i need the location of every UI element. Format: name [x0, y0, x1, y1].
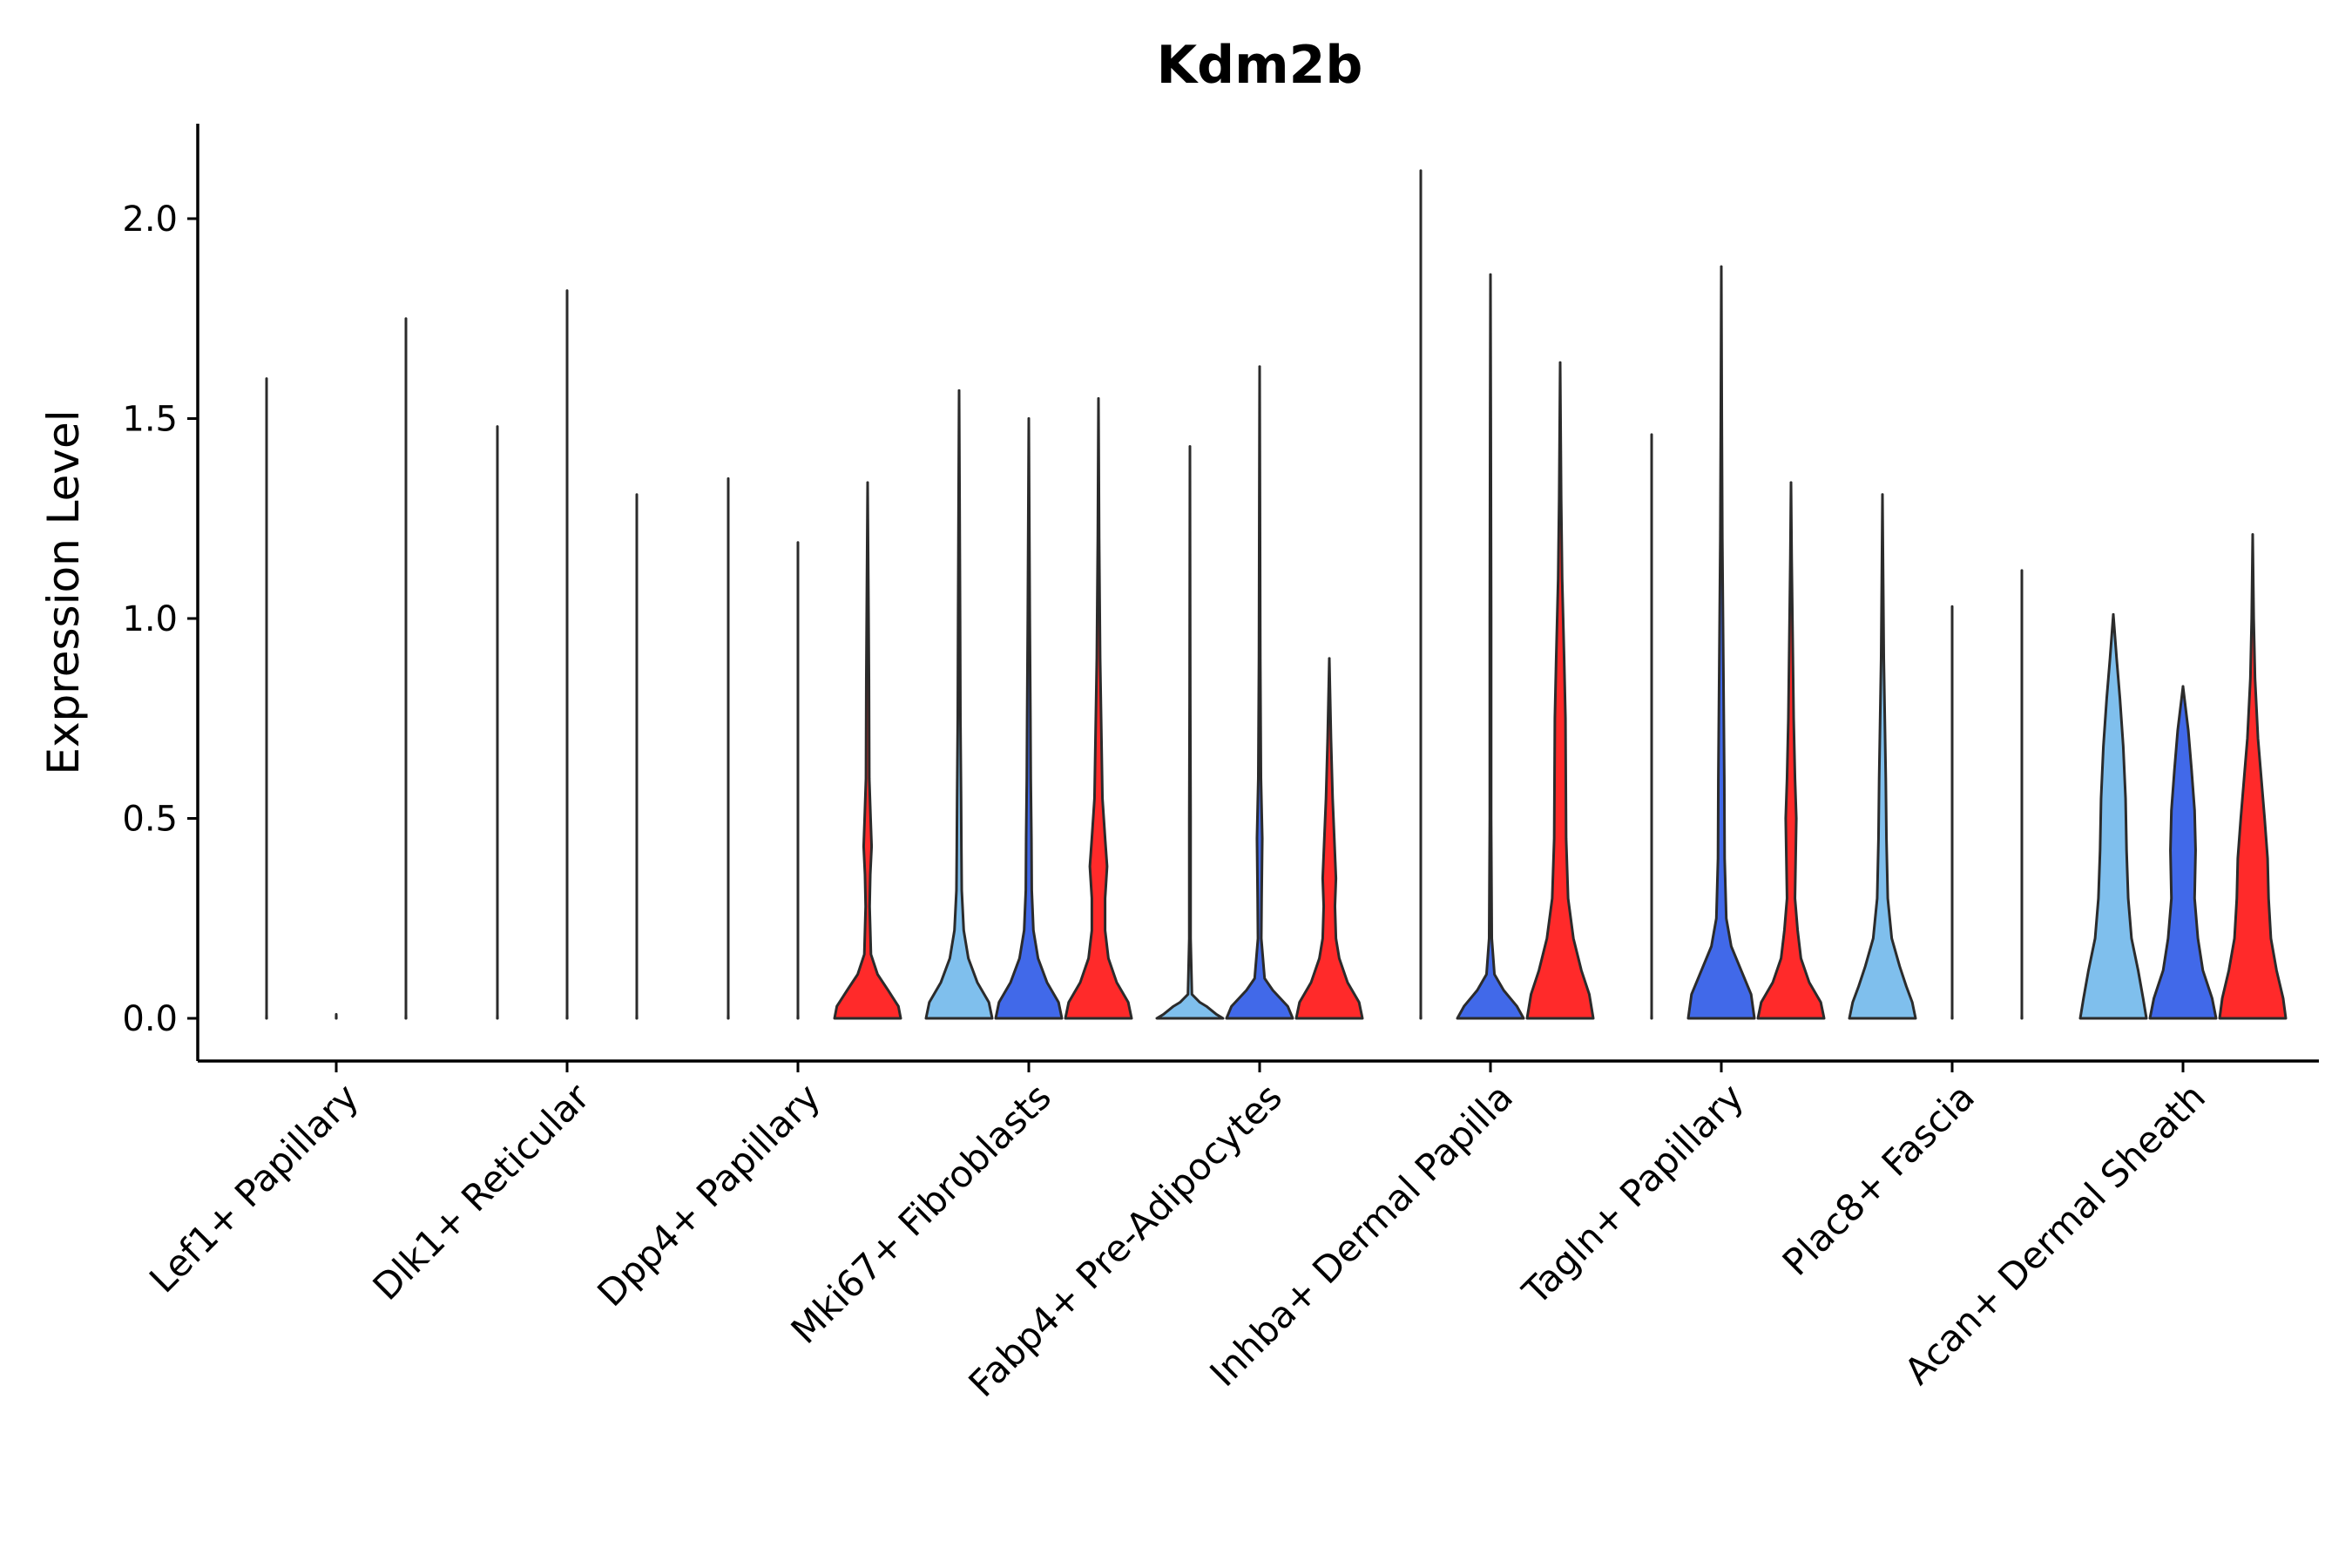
violin-5-group-1 [1155, 445, 1225, 1020]
violin-7-group-2 [1686, 265, 1756, 1020]
violin-9-group-3 [2218, 533, 2288, 1020]
violin-7-group-3 [1756, 481, 1826, 1020]
y-axis-label: Expression Level [38, 409, 89, 774]
x-tick-label: Dpp4+ Papillary [589, 1075, 828, 1315]
violins-group [265, 169, 2288, 1020]
x-tick-label: Tagln+ Papillary [1514, 1075, 1752, 1313]
y-ticks-group: 0.0 0.5 1.0 1.5 2.0 [122, 199, 198, 1039]
x-tick-label: Mki67+ Fibroblasts [783, 1075, 1059, 1351]
x-tick-label: Lef1+ Papillary [141, 1075, 367, 1301]
violin-4-group-2 [994, 417, 1064, 1020]
x-tick-label: Dlk1+ Reticular [365, 1075, 598, 1308]
violin-5-group-2 [1225, 365, 1294, 1020]
violin-3-group-3 [833, 481, 902, 1020]
y-tick-label: 2.0 [122, 199, 178, 240]
x-tick-label: Plac8+ Fascia [1774, 1075, 1983, 1283]
violin-9-group-1 [2078, 612, 2148, 1020]
violin-6-group-3 [1525, 361, 1595, 1020]
chart-title: Kdm2b [1157, 35, 1363, 96]
violin-5-group-3 [1294, 657, 1364, 1020]
violin-6-group-2 [1456, 273, 1525, 1020]
violin-4-group-1 [924, 389, 994, 1020]
violin-9-group-2 [2148, 685, 2218, 1020]
y-tick-label: 0.5 [122, 800, 178, 840]
violin-4-group-3 [1064, 397, 1133, 1020]
y-tick-label: 1.0 [122, 599, 178, 639]
y-tick-label: 1.5 [122, 400, 178, 440]
violin-8-group-1 [1848, 493, 1917, 1020]
y-tick-label: 0.0 [122, 999, 178, 1039]
